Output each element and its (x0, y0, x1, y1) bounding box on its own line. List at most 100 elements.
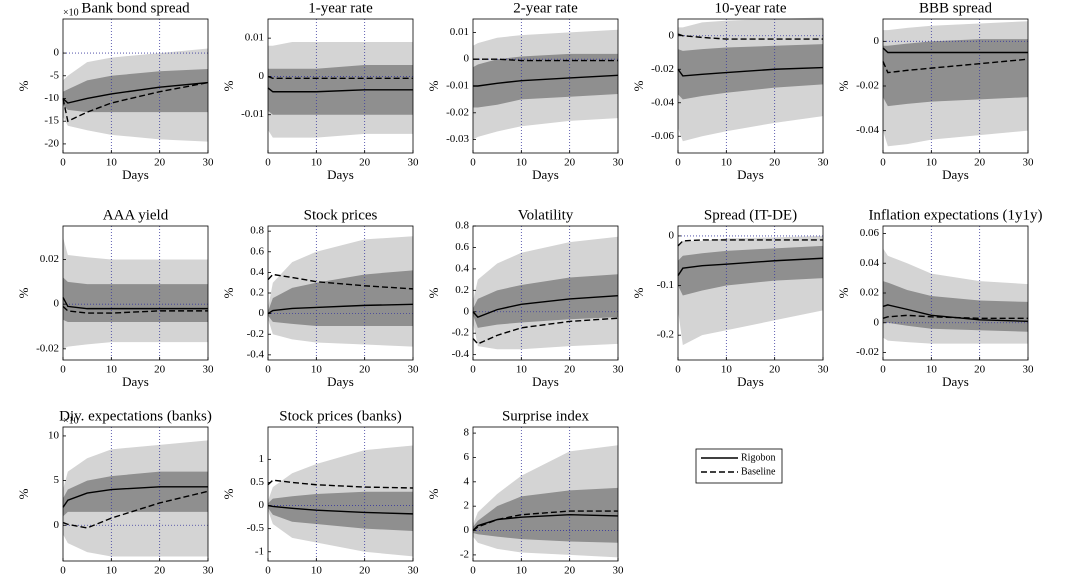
x-tick-label: 0 (470, 565, 476, 577)
x-tick-label: 20 (154, 364, 166, 376)
y-tick-label: -0.01 (446, 80, 469, 92)
x-tick-label: 10 (926, 364, 938, 376)
y-tick-label: -1 (255, 545, 264, 557)
x-tick-label: 10 (311, 364, 323, 376)
band (473, 53, 618, 108)
x-tick-label: 0 (60, 565, 66, 577)
series-line (472, 510, 618, 532)
x-axis-label: Days (532, 575, 559, 577)
y-tick-label: -0.4 (247, 348, 265, 360)
x-tick-label: 10 (721, 364, 733, 376)
series-line (62, 81, 209, 123)
y-tick-label: -0.02 (651, 63, 674, 75)
y-tick-label: -0.2 (452, 327, 469, 339)
y-tick-label: 0.8 (250, 225, 264, 237)
x-tick-label: 30 (1023, 157, 1035, 169)
x-tick-label: 10 (721, 157, 733, 169)
y-tick-label: -0.04 (651, 96, 674, 108)
x-tick-label: 30 (203, 364, 215, 376)
series-line (677, 33, 823, 40)
y-tick-label: -0.02 (856, 346, 879, 358)
x-axis-label: Days (122, 575, 149, 577)
legend-label: Rigobon (741, 452, 775, 463)
band (63, 277, 208, 323)
y-tick-label: -0.02 (446, 106, 469, 118)
x-axis-label: Days (122, 374, 149, 389)
panel-title: Volatility (518, 207, 574, 223)
x-tick-label: 30 (408, 565, 420, 577)
x-axis-label: Days (737, 374, 764, 389)
x-axis-label: Days (942, 374, 969, 389)
y-axis-label: % (426, 488, 441, 499)
series-line (267, 479, 414, 489)
series-line (882, 47, 1028, 54)
y-tick-label: 1 (259, 453, 265, 465)
x-tick-label: 10 (516, 157, 528, 169)
y-tick-label: -0.01 (241, 108, 264, 120)
x-axis-label: Days (532, 374, 559, 389)
series-line (62, 297, 208, 310)
x-tick-label: 30 (613, 157, 625, 169)
y-axis-label: % (836, 287, 851, 298)
x-tick-label: 30 (613, 565, 625, 577)
band (268, 64, 413, 115)
x-tick-label: 30 (818, 157, 830, 169)
x-tick-label: 20 (154, 565, 166, 577)
panel-title: Inflation expectations (1y1y) (868, 207, 1042, 223)
axes-box (472, 225, 619, 361)
axes-box (267, 426, 414, 562)
band (883, 39, 1028, 107)
y-axis-label: % (221, 488, 236, 499)
series-line (472, 317, 619, 345)
axes-box (677, 18, 824, 154)
y-multiplier: ×10 (63, 415, 79, 426)
series-line (267, 273, 414, 290)
y-tick-label: 0 (54, 47, 60, 59)
y-tick-label: 10 (48, 429, 60, 441)
y-tick-label: -0.5 (247, 522, 265, 534)
panel: 0 -0.1 -0.2 0 10 20 30 Days% Spread (IT-DE) (631, 207, 829, 389)
x-tick-label: 30 (203, 157, 215, 169)
y-axis-label: % (221, 287, 236, 298)
series-line (677, 257, 824, 277)
panel-title: AAA yield (103, 207, 169, 223)
x-tick-label: 0 (675, 157, 681, 169)
panel-title: Div. expectations (banks) (59, 408, 212, 424)
x-tick-label: 10 (926, 157, 938, 169)
y-tick-label: 0.8 (455, 220, 469, 232)
y-tick-label: -0.2 (657, 329, 674, 341)
y-tick-label: -0.1 (657, 279, 674, 291)
y-tick-label: 0.02 (860, 287, 879, 299)
panel-title: 10-year rate (714, 0, 786, 16)
y-tick-label: 0.02 (40, 253, 59, 265)
x-tick-label: 10 (106, 364, 118, 376)
y-tick-label: 0 (669, 29, 675, 41)
y-tick-label: 5 (54, 474, 60, 486)
y-tick-label: 0.01 (245, 32, 264, 44)
x-tick-label: 10 (516, 565, 528, 577)
x-tick-label: 0 (60, 157, 66, 169)
series-line (267, 303, 414, 315)
band (678, 245, 823, 296)
y-tick-label: -0.02 (856, 80, 879, 92)
x-tick-label: 30 (818, 364, 830, 376)
series-line (472, 294, 619, 318)
x-tick-label: 30 (1023, 364, 1035, 376)
x-tick-label: 0 (265, 565, 271, 577)
y-tick-label: 0 (874, 35, 880, 47)
x-tick-label: 0 (470, 157, 476, 169)
y-tick-label: -0.2 (247, 328, 264, 340)
y-tick-label: 0.6 (250, 245, 264, 257)
panel-title: Stock prices (304, 207, 378, 223)
panel-title: Bank bond spread (81, 0, 190, 16)
x-tick-label: 0 (675, 364, 681, 376)
x-tick-label: 10 (311, 565, 323, 577)
y-tick-label: -0.02 (36, 342, 59, 354)
y-tick-label: -0.04 (856, 124, 879, 136)
y-axis-label: % (16, 287, 31, 298)
axes-box (267, 18, 414, 154)
